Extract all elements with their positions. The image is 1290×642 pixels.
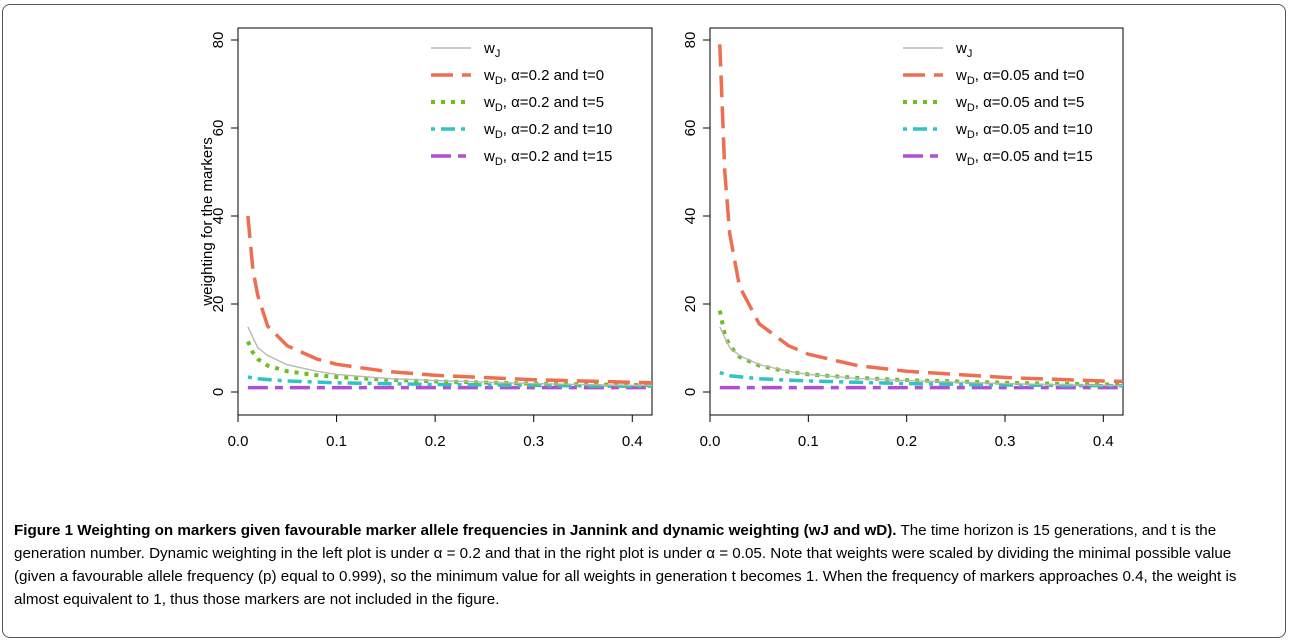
chart1-axes-box — [237, 27, 653, 416]
chart2-legend-main: w — [955, 94, 967, 111]
chart1-y-tick-label: 40 — [210, 208, 227, 225]
chart1-legend-main: w — [483, 148, 495, 165]
chart2-series-line-2 — [718, 44, 1124, 384]
chart2-legend-entry-5: wD, α=0.05 and t=15 — [955, 148, 1093, 168]
chart2-legend-main: w — [955, 148, 967, 165]
caption-title: Figure 1 Weighting on markers given favo… — [14, 522, 897, 539]
chart2-legend-sub: D — [967, 156, 975, 168]
chart2-legend-rest: , α=0.05 and t=0 — [975, 67, 1085, 84]
chart1-series-line-1 — [247, 326, 652, 387]
figure-frame — [2, 4, 1286, 638]
chart1-legend-rest: , α=0.2 and t=10 — [503, 121, 613, 138]
chart1-legend-rest: , α=0.2 and t=15 — [503, 148, 613, 165]
chart2-y-tick-label: 0 — [682, 388, 699, 396]
chart1-y-tick-label: 20 — [210, 296, 227, 313]
figure-caption: Figure 1 Weighting on markers given favo… — [14, 519, 1276, 611]
chart1-y-tick-label: 0 — [210, 388, 227, 396]
chart2-x-tick-label: 0.1 — [798, 433, 819, 450]
chart2-panel: 0.00.10.20.30.4020406080p (favourable al… — [682, 27, 1124, 450]
chart2-y-tick-label: 60 — [682, 120, 699, 137]
chart1-panel: 0.00.10.20.30.4020406080p (favourable al… — [199, 27, 653, 450]
chart1-legend-entry-1: wJ — [483, 40, 500, 60]
chart2-legend-sub: D — [967, 75, 975, 87]
chart1-legend-main: w — [483, 40, 495, 57]
chart1-legend-entry-5: wD, α=0.2 and t=15 — [483, 148, 612, 168]
chart1-x-tick-label: 0.0 — [228, 433, 249, 450]
chart2-y-tick-label: 20 — [682, 296, 699, 313]
chart2-legend-sub: J — [967, 48, 973, 60]
chart2-legend-rest: , α=0.05 and t=15 — [975, 148, 1093, 165]
chart1-series-line-2 — [246, 215, 653, 385]
chart1-x-tick-label: 0.4 — [622, 433, 643, 450]
chart2-x-tick-label: 0.0 — [700, 433, 721, 450]
chart1-legend-entry-4: wD, α=0.2 and t=10 — [483, 121, 612, 141]
chart2-axes-box — [709, 27, 1124, 416]
chart1-legend-entry-2: wD, α=0.2 and t=0 — [483, 67, 604, 87]
chart2-y-tick-label: 40 — [682, 208, 699, 225]
chart2-series-line-3 — [717, 310, 1123, 387]
chart1-legend-entry-3: wD, α=0.2 and t=5 — [483, 94, 604, 114]
chart1-legend-sub: D — [495, 102, 503, 114]
chart1-legend-main: w — [483, 67, 495, 84]
chart1-y-tick-label: 60 — [210, 120, 227, 137]
chart2-legend-entry-4: wD, α=0.05 and t=10 — [955, 121, 1093, 141]
chart1-x-tick-label: 0.2 — [425, 433, 446, 450]
chart1-legend-main: w — [483, 121, 495, 138]
chart1-x-tick-label: 0.1 — [326, 433, 347, 450]
chart2-legend-sub: D — [967, 129, 975, 141]
chart1-legend-sub: J — [495, 48, 501, 60]
chart2-x-tick-label: 0.4 — [1093, 433, 1114, 450]
chart1-legend-rest: , α=0.2 and t=0 — [503, 67, 604, 84]
chart1-series-line-4 — [247, 375, 652, 389]
chart2-legend-entry-1: wJ — [955, 40, 972, 60]
chart1-legend-main: w — [483, 94, 495, 111]
caption-text: The time horizon is 15 generations, and … — [14, 522, 1237, 608]
chart2-x-tick-label: 0.2 — [896, 433, 917, 450]
chart1-legend-rest: , α=0.2 and t=5 — [503, 94, 604, 111]
chart1-legend-sub: D — [495, 129, 503, 141]
figure-plots: 0.00.10.20.30.4020406080p (favourable al… — [199, 27, 1124, 450]
chart2-series-line-1 — [719, 326, 1123, 387]
chart1-y-axis-label: weighting for the markers — [199, 137, 216, 306]
chart2-legend-rest: , α=0.05 and t=5 — [975, 94, 1085, 111]
chart2-series-line-4 — [719, 370, 1123, 388]
chart1-x-tick-label: 0.3 — [523, 433, 544, 450]
chart1-legend-sub: D — [495, 156, 503, 168]
chart1-legend-sub: D — [495, 75, 503, 87]
chart2-legend-sub: D — [967, 102, 975, 114]
chart2-legend-entry-3: wD, α=0.05 and t=5 — [955, 94, 1084, 114]
chart1-y-tick-label: 80 — [210, 32, 227, 49]
chart2-legend-main: w — [955, 67, 967, 84]
chart2-legend-main: w — [955, 121, 967, 138]
chart2-legend-entry-2: wD, α=0.05 and t=0 — [955, 67, 1084, 87]
chart2-legend-main: w — [955, 40, 967, 57]
chart2-legend-rest: , α=0.05 and t=10 — [975, 121, 1093, 138]
chart1-series-line-3 — [246, 340, 652, 387]
chart2-y-tick-label: 80 — [682, 32, 699, 49]
chart2-x-tick-label: 0.3 — [995, 433, 1016, 450]
